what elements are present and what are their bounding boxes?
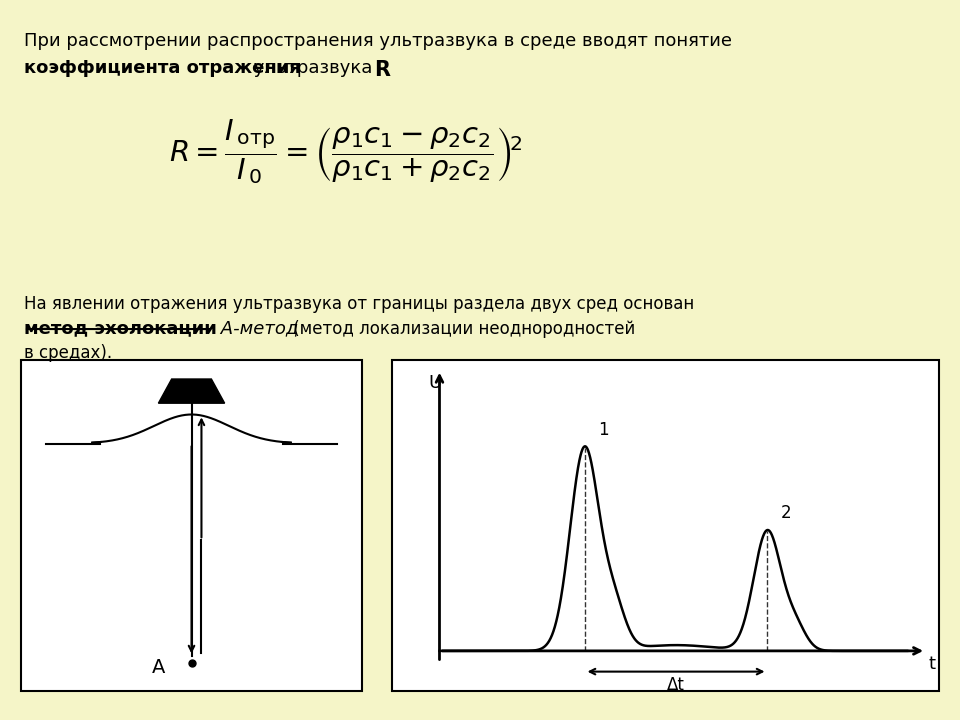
Text: R: R [374,60,391,81]
Polygon shape [158,379,225,403]
Text: A: A [152,658,165,678]
Text: При рассмотрении распространения ультразвука в среде вводят понятие: При рассмотрении распространения ультраз… [24,32,732,50]
Text: ультразвука: ультразвука [248,59,372,77]
Text: На явлении отражения ультразвука от границы раздела двух сред основан: На явлении отражения ультразвука от гран… [24,295,694,313]
Text: 2: 2 [780,504,791,522]
Text: t: t [928,655,936,673]
Text: U: U [429,374,442,392]
FancyBboxPatch shape [392,360,939,691]
Text: Δt: Δt [667,676,685,694]
FancyBboxPatch shape [21,360,362,691]
Text: метод эхолокации: метод эхолокации [24,320,217,338]
Text: (метод локализации неоднородностей: (метод локализации неоднородностей [288,320,636,338]
Text: $R = \dfrac{I_{\,\mathrm{отр}}}{I_{\,0}} = \left(\dfrac{\rho_1 c_1 - \rho_2 c_2}: $R = \dfrac{I_{\,\mathrm{отр}}}{I_{\,0}}… [169,117,522,186]
Text: в средах).: в средах). [24,344,112,362]
Text: А-метод: А-метод [215,320,299,338]
Text: коэффициента отражения: коэффициента отражения [24,59,300,77]
Text: 1: 1 [598,421,609,439]
